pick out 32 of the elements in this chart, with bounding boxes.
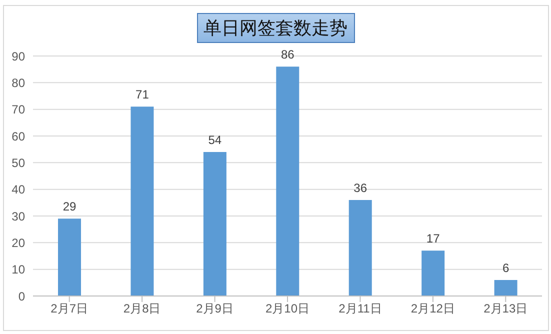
bar — [348, 200, 372, 296]
data-label: 29 — [62, 200, 76, 214]
x-tick-label: 2月9日 — [196, 302, 234, 316]
x-tick-label: 2月10日 — [265, 302, 310, 316]
x-tick-label: 2月8日 — [123, 302, 161, 316]
y-tick-label: 50 — [12, 156, 26, 170]
data-label: 17 — [426, 232, 440, 246]
bar — [130, 106, 154, 296]
y-tick-label: 30 — [12, 209, 26, 224]
y-tick-label: 20 — [12, 236, 26, 250]
data-label: 71 — [136, 88, 150, 102]
y-tick-label: 0 — [18, 289, 26, 304]
y-tick-label: 90 — [12, 49, 26, 64]
data-label: 86 — [280, 48, 295, 62]
bar — [422, 250, 445, 296]
x-tick-label: 2月12日 — [410, 302, 455, 316]
bar — [58, 218, 81, 296]
data-label: 36 — [354, 181, 368, 195]
bar — [494, 280, 518, 296]
y-tick-label: 10 — [12, 262, 26, 277]
x-tick-label: 2月11日 — [338, 302, 382, 316]
data-label: 6 — [502, 261, 510, 275]
y-tick-label: 70 — [12, 102, 26, 117]
chart-title: 单日网签套数走势 — [196, 13, 354, 43]
y-tick-label: 80 — [12, 76, 26, 90]
x-tick-label: 2月7日 — [50, 302, 88, 316]
x-tick-label: 2月13日 — [484, 302, 528, 316]
bar — [203, 152, 226, 296]
y-tick-label: 60 — [12, 129, 26, 144]
y-tick-label: 40 — [12, 182, 26, 197]
data-label: 54 — [208, 133, 222, 147]
bar — [276, 66, 300, 296]
